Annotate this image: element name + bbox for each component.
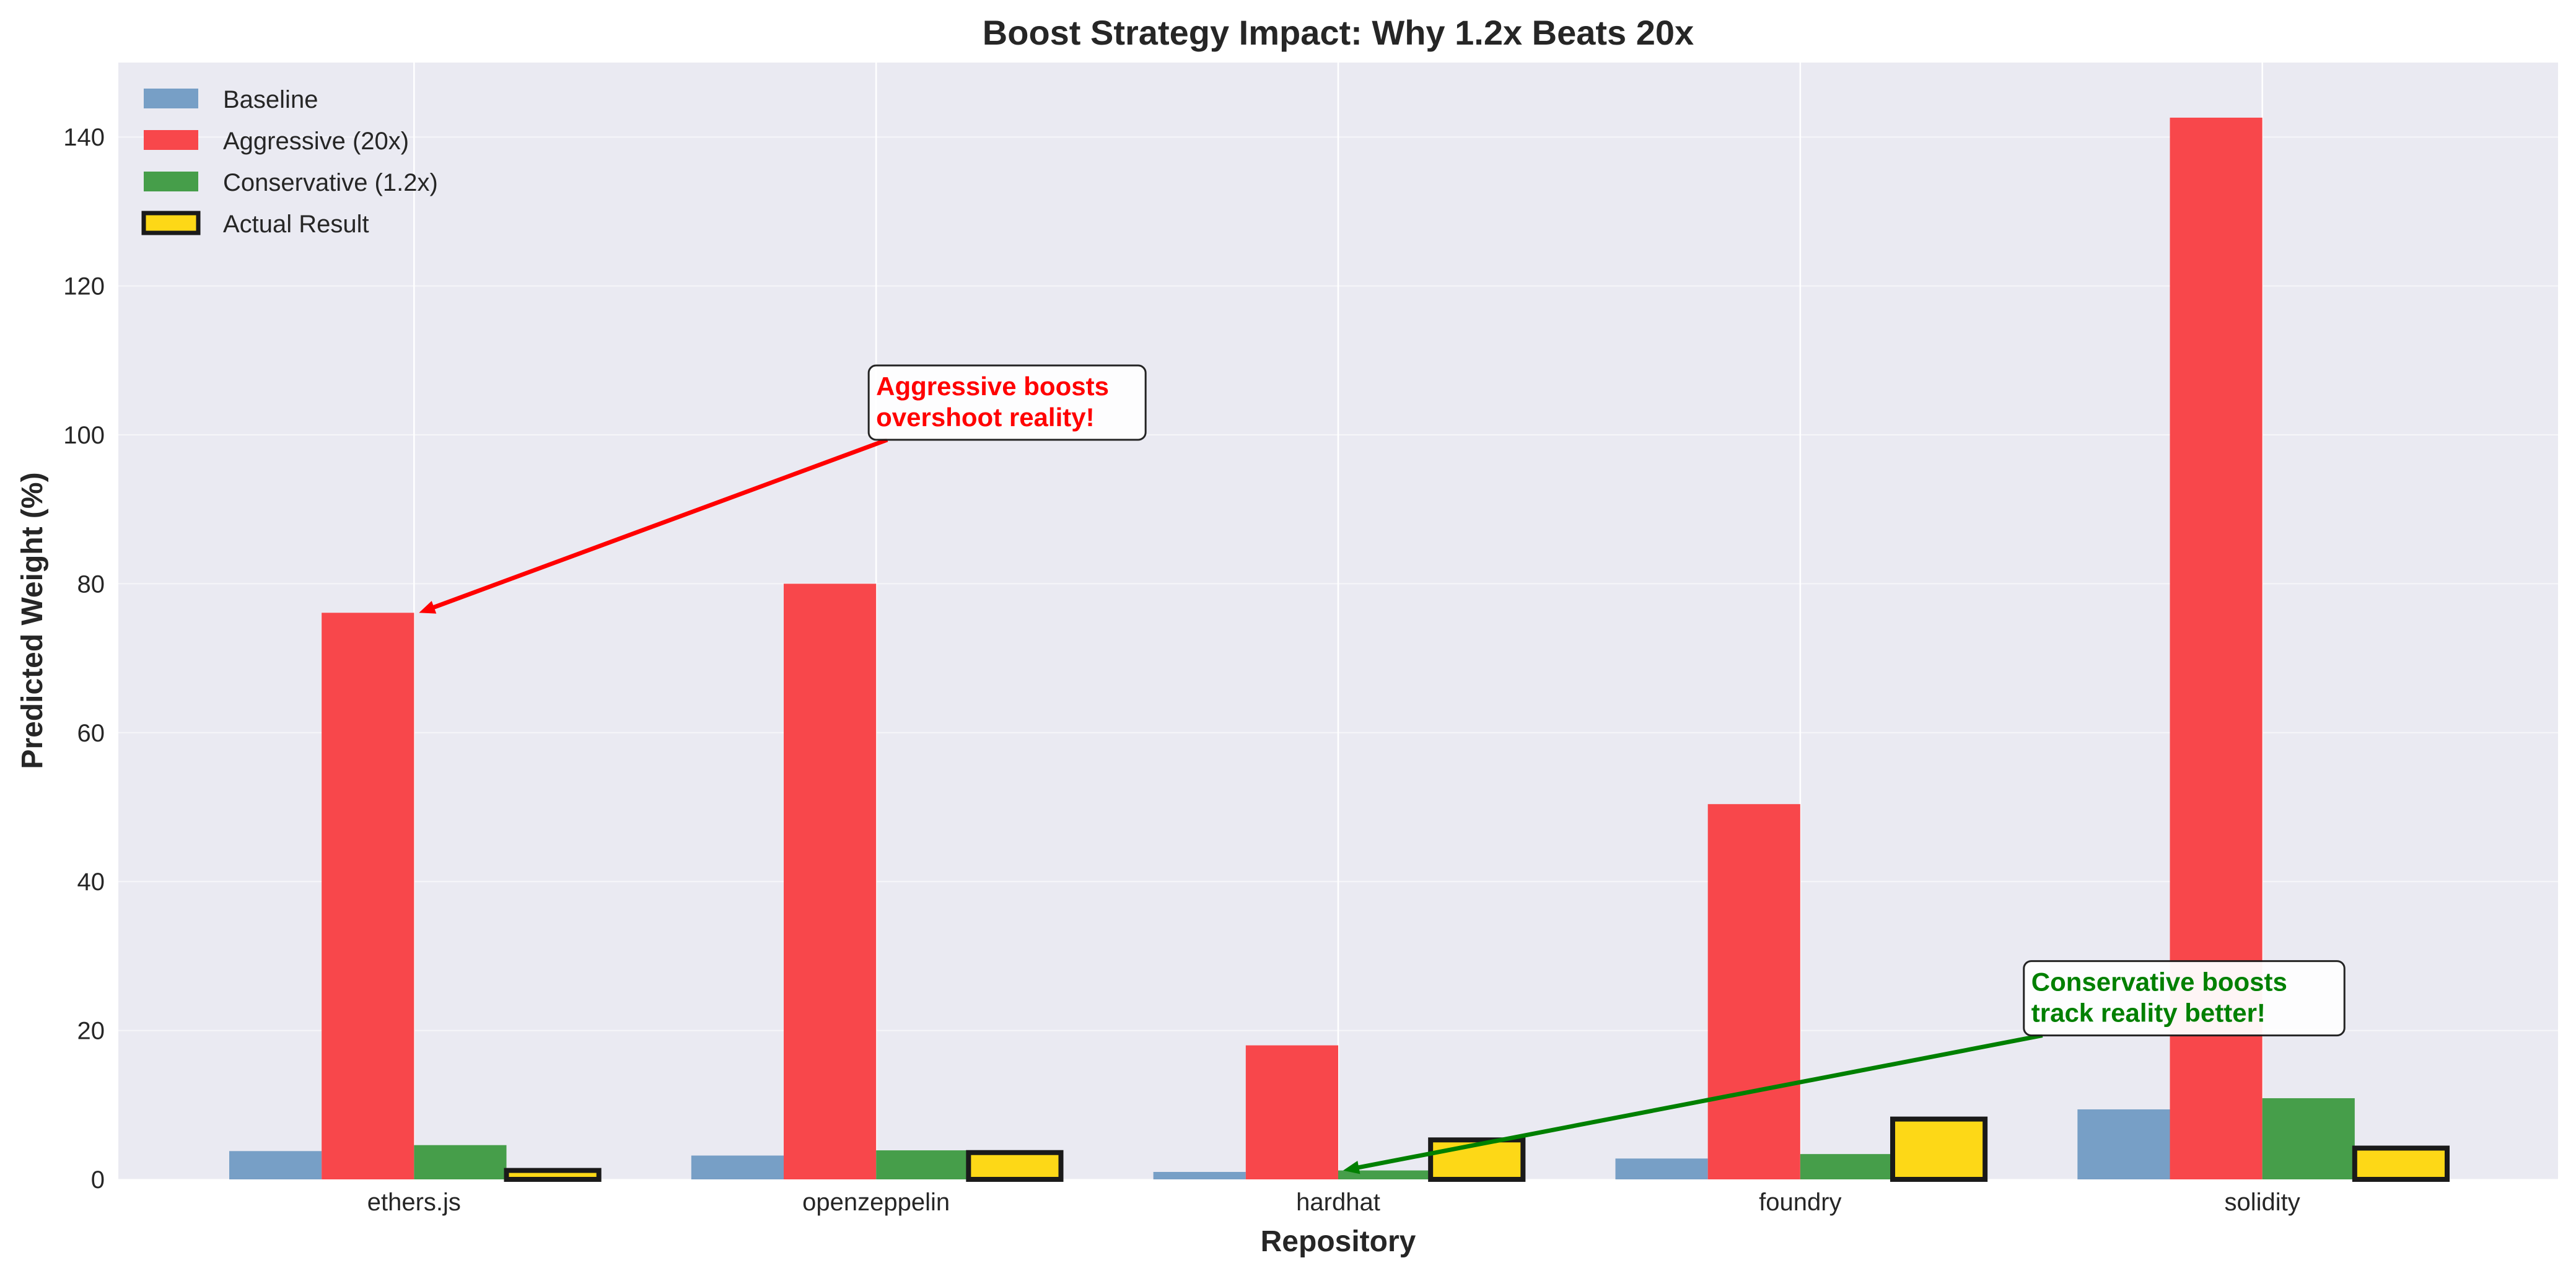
bar-conservative-1-2x: [1338, 1170, 1431, 1179]
bar-actual-result: [504, 1168, 602, 1182]
y-tick-label: 80: [77, 570, 105, 598]
legend-swatch: [141, 211, 201, 235]
axis-ticks: 0 20 40 60 80 100 120 140 ethers.js openzeppelin h…: [63, 124, 2300, 1216]
bar-actual-result: [1890, 1116, 1988, 1182]
bar-actual-result: [966, 1150, 1064, 1182]
bar-conservative-1-2x: [2262, 1098, 2355, 1179]
x-tick-label: foundry: [1759, 1189, 1841, 1216]
arrowhead-icon: [1343, 1160, 1360, 1174]
bar-aggressive-20x: [322, 613, 414, 1179]
legend-swatch: [144, 89, 198, 108]
annotation-text: track reality better!: [2031, 999, 2266, 1028]
bar-baseline: [1153, 1171, 1246, 1179]
arrowhead-icon: [419, 601, 437, 614]
legend-swatch: [144, 172, 198, 191]
bar-conservative-1-2x: [1800, 1154, 1893, 1179]
bar-actual-result: [2352, 1145, 2450, 1182]
annotation-box: [2023, 960, 2346, 1037]
x-tick-label: solidity: [2225, 1189, 2300, 1216]
bar-baseline: [229, 1151, 322, 1179]
annotation-text: Conservative boosts: [2031, 968, 2287, 997]
y-tick-label: 60: [77, 720, 105, 747]
legend-label: Aggressive (20x): [223, 128, 409, 155]
bar-baseline: [691, 1155, 784, 1179]
y-tick-label: 20: [77, 1018, 105, 1045]
legend-swatch: [144, 130, 198, 150]
bar-aggressive-20x: [1707, 804, 1800, 1179]
legend-label: Actual Result: [223, 211, 369, 238]
x-tick-label: ethers.js: [367, 1189, 461, 1216]
annotation-text: overshoot reality!: [876, 403, 1094, 432]
x-tick-label: hardhat: [1296, 1189, 1380, 1216]
y-tick-label: 140: [63, 124, 105, 151]
legend: Baseline Aggressive (20x) Conservative (1.…: [141, 86, 438, 238]
annotation-arrow: [424, 437, 888, 613]
chart-title: Boost Strategy Impact: Why 1.2x Beats 20…: [983, 13, 1694, 52]
y-tick-label: 120: [63, 273, 105, 300]
y-tick-label: 40: [77, 868, 105, 896]
y-axis-label: Predicted Weight (%): [16, 472, 49, 769]
bar-baseline: [2077, 1109, 2170, 1179]
bar-aggressive-20x: [784, 583, 877, 1179]
bar-aggressive-20x: [1245, 1045, 1338, 1179]
annotation-box: [867, 364, 1147, 441]
legend-label: Baseline: [223, 86, 318, 113]
bar-conservative-1-2x: [414, 1145, 507, 1179]
y-tick-label: 100: [63, 422, 105, 449]
y-tick-label: 0: [91, 1166, 105, 1194]
annotation-arrow: [1349, 1033, 2043, 1172]
bar-conservative-1-2x: [876, 1150, 969, 1179]
bar-baseline: [1615, 1158, 1708, 1179]
legend-label: Conservative (1.2x): [223, 169, 438, 196]
x-axis-label: Repository: [1261, 1225, 1416, 1258]
x-tick-label: openzeppelin: [802, 1189, 950, 1216]
annotation-text: Aggressive boosts: [876, 372, 1109, 401]
